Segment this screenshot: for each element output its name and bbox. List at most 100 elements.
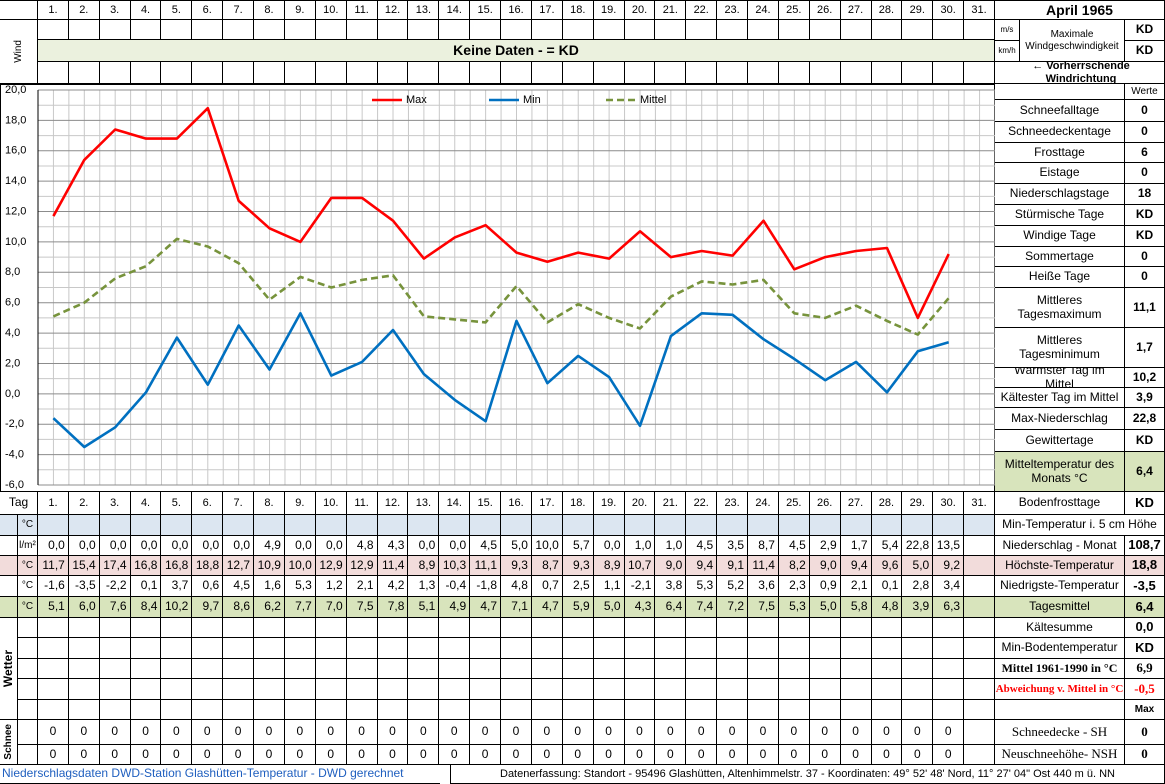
weather-cell [470,618,502,638]
wind-cell [99,20,131,40]
value-cell: 0,0 [130,536,162,556]
weather-cell [192,638,224,659]
weather-cell [284,638,316,659]
value-cell: 0 [531,720,563,745]
value-cell: 3,5 [717,536,749,556]
stat-value: 1,7 [1125,328,1165,368]
weather-cell [593,679,625,700]
weather-cell [346,659,378,679]
wind-cell [840,62,872,84]
cell [964,720,995,745]
value-cell: 4,9 [254,536,285,556]
weather-cell [933,700,965,720]
value-cell: 11,1 [470,556,502,576]
cell [0,515,18,536]
value-cell: 1,7 [840,536,872,556]
cell [840,515,872,536]
day-header: 24. [748,0,779,20]
cell [655,515,687,536]
wind-cell [315,62,347,84]
stat-value: 3,9 [1125,388,1165,408]
legend-label: Max [406,94,427,106]
value-cell: 9,4 [686,556,718,576]
unit: °C [18,597,38,618]
value-cell: -1,6 [38,576,69,597]
value-cell: 1,6 [254,576,285,597]
value-cell: 5,7 [562,536,594,556]
stat-label: Heiße Tage [995,267,1125,288]
wind-cell [840,20,872,40]
day-label: 22. [686,492,718,515]
weather-cell [439,700,471,720]
cell [0,576,18,597]
weather-cell [408,679,440,700]
side-value: Max [1125,700,1165,720]
value-cell: 5,0 [809,597,841,618]
day-header: 30. [933,0,965,20]
weather-cell [130,659,162,679]
side-label: Neuschneehöhe- NSH [995,745,1125,765]
wind-label: Wind [12,40,24,63]
value-cell: 7,7 [284,597,316,618]
value-cell: 0 [655,745,687,765]
day-header: 19. [593,0,625,20]
cell [748,515,779,536]
value-cell: 5,9 [562,597,594,618]
value-cell: 0 [38,745,69,765]
value-cell: 0 [223,745,255,765]
side-value: KD [1125,638,1165,659]
stat-label: Kältester Tag im Mittel [995,388,1125,408]
value-cell: 7,8 [377,597,409,618]
weather-cell [408,638,440,659]
value-cell: 0 [501,745,532,765]
weather-cell [68,618,100,638]
wind-cell [717,20,749,40]
weather-cell [284,700,316,720]
footer-right: Datenerfassung: Standort - 95496 Glashüt… [450,765,1165,784]
wind-cell [593,62,625,84]
wind-cell [748,20,779,40]
value-cell: 0 [38,720,69,745]
value-cell: 4,5 [470,536,502,556]
weather-cell [346,618,378,638]
weather-cell [655,638,687,659]
day-header: 31. [964,0,995,20]
value-cell: 6,4 [655,597,687,618]
cell [18,638,38,659]
wind-cell [38,20,69,40]
day-header: 25. [778,0,810,20]
value-cell: 0 [192,745,224,765]
value-cell: 4,5 [223,576,255,597]
value-cell: 0 [717,720,749,745]
value-cell: 0 [377,745,409,765]
side-label: Bodenfrosttage [995,492,1125,515]
value-cell: 5,2 [717,576,749,597]
value-cell: 0 [192,720,224,745]
value-cell: 9,7 [192,597,224,618]
weather-cell [223,618,255,638]
unit: km/h [995,41,1020,62]
value-cell: 0,0 [593,536,625,556]
weather-cell [284,679,316,700]
value-cell: 9,4 [840,556,872,576]
wind-cell [748,62,779,84]
day-header: 21. [655,0,687,20]
day-header: 20. [624,0,656,20]
cell [717,515,749,536]
value-cell: 5,3 [284,576,316,597]
day-label: 6. [192,492,224,515]
weather-cell [778,618,810,638]
value-cell: 0 [686,745,718,765]
wind-cell [408,20,440,40]
weather-cell [778,638,810,659]
side-value: 0 [1125,720,1165,745]
weather-cell [99,659,131,679]
cell [68,515,100,536]
value-cell: 12,7 [223,556,255,576]
wind-cell [254,20,285,40]
value-cell: 5,1 [38,597,69,618]
value-cell: 12,9 [346,556,378,576]
wind-cell [624,62,656,84]
weather-cell [933,618,965,638]
wind-cell [346,62,378,84]
